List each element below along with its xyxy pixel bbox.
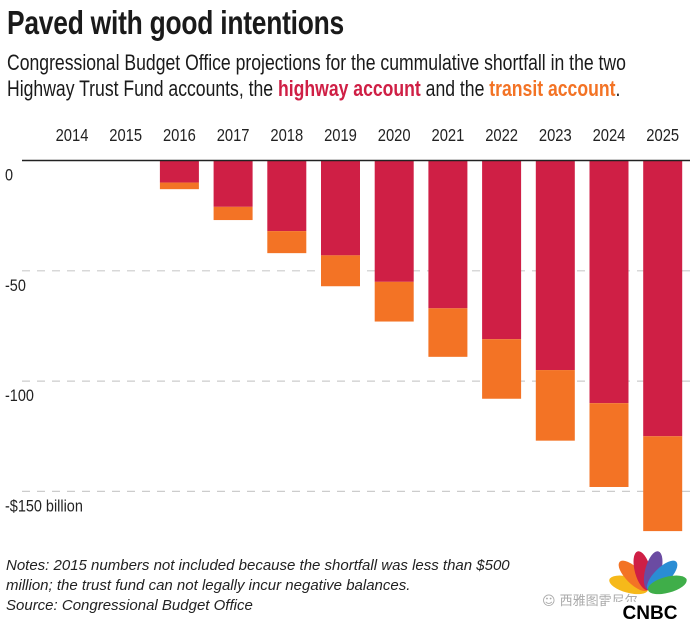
bar-transit-account-2016 [159,182,199,190]
x-tick-label: 2014 [56,126,89,146]
x-tick-label: 2015 [109,126,142,146]
legend-transit: transit account [489,76,616,101]
x-tick-label: 2016 [163,126,196,146]
legend-highway: highway account [277,76,421,101]
bar-chart: 0 -50 -100 -$150 billion 2014 2015 2016 2017 201… [5,126,690,532]
bar-transit-account-2022 [482,339,522,399]
bar-highway-account-2024 [589,160,629,404]
subtitle-text: and the [420,76,490,101]
bar-highway-account-2016 [159,160,199,183]
bar-highway-account-2022 [482,160,522,340]
source-note: Source: Congressional Budget Office [6,597,253,614]
bar-highway-account-2025 [643,160,683,437]
notes-line2: million; the trust fund can not legally … [6,577,411,594]
bar-transit-account-2025 [643,436,683,532]
chart-subtitle-line1: Congressional Budget Office projections … [7,50,626,75]
bar-highway-account-2019 [321,160,360,256]
y-tick-label: -50 [5,277,26,295]
bar-transit-account-2023 [535,370,575,441]
bar-highway-account-2023 [535,160,575,371]
bar-highway-account-2018 [267,160,307,232]
chart-subtitle-line2: Highway Trust Fund accounts, the highway… [7,76,620,102]
x-tick-label: 2017 [217,126,250,146]
x-tick-label: 2023 [539,126,572,146]
x-tick-label: 2024 [593,126,626,146]
bar-transit-account-2017 [213,206,253,221]
x-tick-label: 2021 [431,126,464,146]
bar-highway-account-2017 [213,160,253,207]
bar-transit-account-2021 [428,308,468,357]
bar-transit-account-2018 [267,231,307,254]
x-tick-label: 2018 [270,126,303,146]
bar-highway-account-2021 [428,160,468,309]
x-tick-label: 2020 [378,126,411,146]
y-tick-label: 0 [5,166,13,184]
y-tick-label: -100 [5,387,34,405]
bar-transit-account-2019 [321,255,360,287]
y-tick-label: -$150 billion [5,497,83,515]
bar-transit-account-2024 [589,403,629,487]
subtitle-text: . [615,76,621,101]
cnbc-logo: CNBC [606,551,694,622]
notes-line1: Notes: 2015 numbers not included because… [6,557,510,574]
cnbc-logo-text: CNBC [623,603,678,622]
subtitle-text: Highway Trust Fund accounts, the [7,76,278,101]
bar-transit-account-2020 [374,281,414,322]
x-tick-label: 2022 [485,126,518,146]
x-tick-label: 2025 [646,126,679,146]
x-tick-label: 2019 [324,126,357,146]
bar-highway-account-2020 [374,160,414,282]
chart-title: Paved with good intentions [7,4,344,41]
